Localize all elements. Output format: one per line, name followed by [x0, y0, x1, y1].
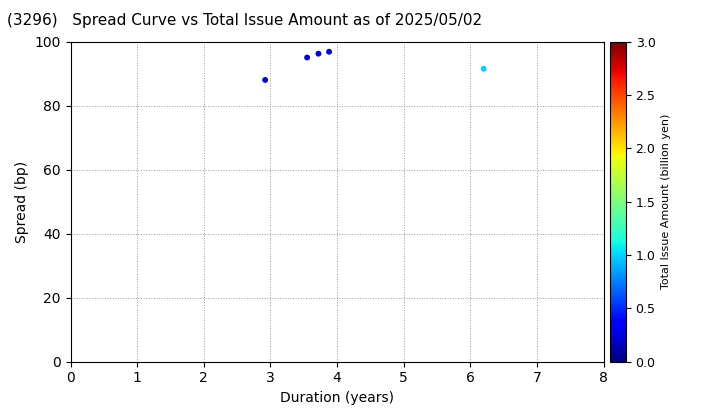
Point	[302, 54, 313, 61]
X-axis label: Duration (years): Duration (years)	[280, 391, 394, 405]
Point	[259, 76, 271, 83]
Y-axis label: Spread (bp): Spread (bp)	[15, 160, 29, 243]
Point	[312, 50, 324, 57]
Text: (3296)   Spread Curve vs Total Issue Amount as of 2025/05/02: (3296) Spread Curve vs Total Issue Amoun…	[7, 13, 482, 28]
Point	[323, 48, 335, 55]
Y-axis label: Total Issue Amount (billion yen): Total Issue Amount (billion yen)	[661, 114, 671, 289]
Point	[478, 66, 490, 72]
